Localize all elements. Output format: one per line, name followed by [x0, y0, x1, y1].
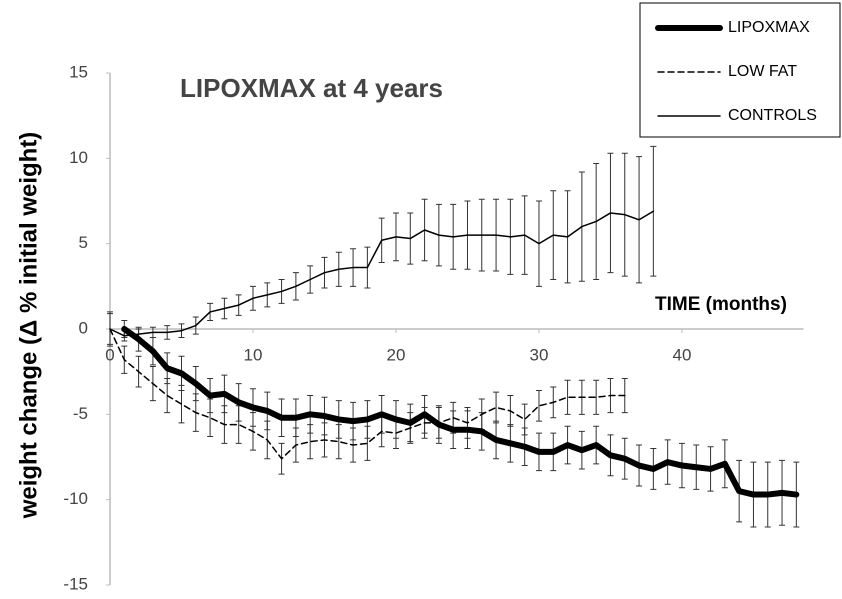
- legend-label: LOW FAT: [728, 63, 797, 80]
- y-tick-label: 15: [69, 62, 88, 81]
- x-tick-label: 30: [530, 345, 549, 364]
- x-tick-label: 10: [244, 345, 263, 364]
- y-tick-label: 5: [79, 233, 88, 252]
- x-tick-label: 20: [387, 345, 406, 364]
- y-tick-label: -15: [63, 574, 88, 593]
- legend-label: LIPOXMAX: [728, 19, 810, 36]
- y-tick-label: 10: [69, 148, 88, 167]
- error-bar: [493, 391, 500, 424]
- x-axis-label: TIME (months): [655, 294, 787, 315]
- error-bar: [335, 424, 342, 460]
- y-tick-label: 0: [79, 318, 88, 337]
- x-tick-label: 0: [105, 345, 114, 364]
- error-bar: [593, 379, 600, 415]
- chart-title: LIPOXMAX at 4 years: [180, 73, 443, 103]
- series-line: [109, 210, 655, 337]
- series-line: [121, 326, 800, 498]
- x-tick-label: 40: [672, 345, 691, 364]
- error-bar: [535, 389, 542, 422]
- error-bar: [364, 425, 371, 461]
- legend-label: CONTROLS: [728, 107, 817, 124]
- series-line: [109, 328, 626, 460]
- error-bar: [564, 379, 571, 415]
- error-bar: [521, 403, 528, 436]
- y-axis-label: weight change (Δ % initial weight): [15, 132, 42, 520]
- error-bar: [207, 398, 214, 438]
- y-tick-label: -5: [73, 404, 88, 423]
- error-bar: [307, 424, 314, 460]
- y-tick-label: -10: [63, 489, 88, 508]
